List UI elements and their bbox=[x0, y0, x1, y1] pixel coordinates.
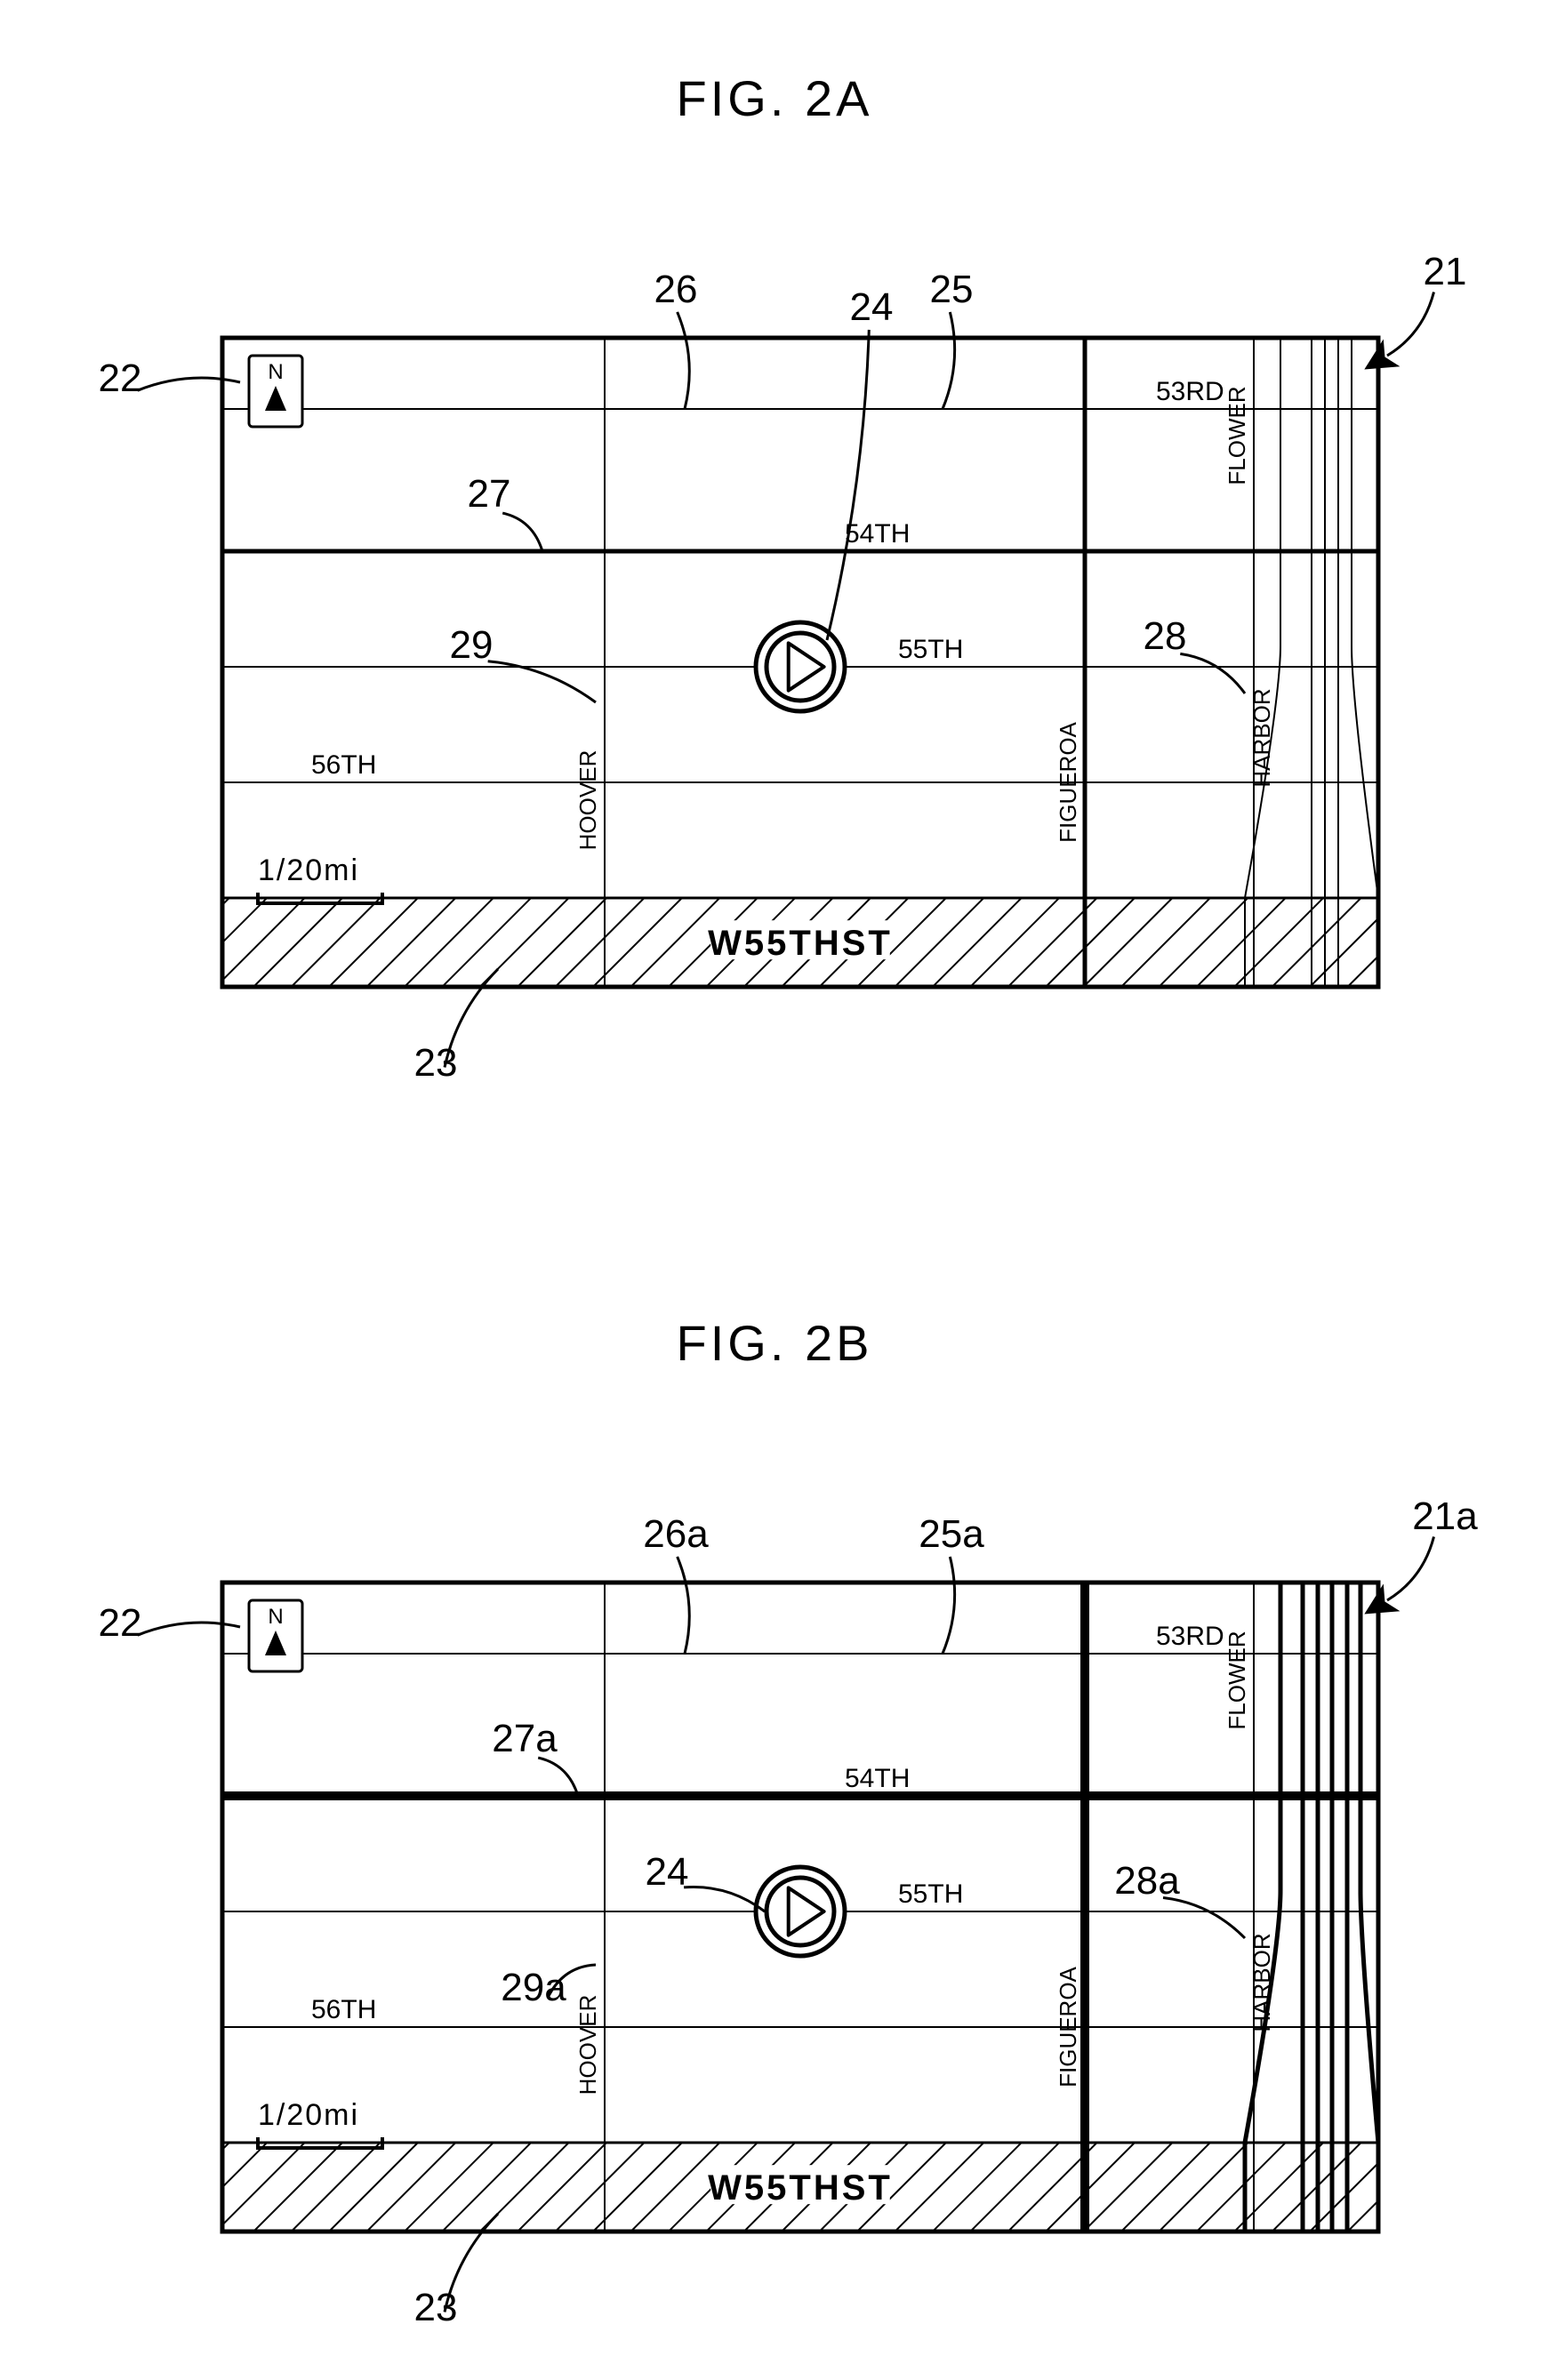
callout-number: 27 bbox=[468, 472, 511, 516]
callout-leader bbox=[1180, 653, 1245, 693]
street-label: HOOVER bbox=[574, 750, 601, 851]
current-street-label: W55THST bbox=[708, 2168, 893, 2208]
callout-number: 21a bbox=[1412, 1495, 1478, 1538]
street-label: FIGUEROA bbox=[1055, 1966, 1081, 2087]
callout-leader bbox=[827, 330, 869, 640]
vehicle-marker bbox=[756, 622, 845, 711]
compass-letter: N bbox=[268, 1605, 283, 1629]
callout-number: 24 bbox=[646, 1850, 689, 1894]
compass-letter: N bbox=[268, 360, 283, 384]
street-label: 53RD bbox=[1156, 1622, 1224, 1651]
callout-leader bbox=[1387, 1537, 1434, 1600]
callout-leader bbox=[138, 1623, 240, 1635]
street-label: 56TH bbox=[311, 750, 376, 780]
callout-number: 21 bbox=[1424, 250, 1467, 293]
callout-number: 22 bbox=[99, 357, 142, 400]
street-label: 54TH bbox=[845, 1764, 910, 1793]
street-label: 56TH bbox=[311, 1995, 376, 2024]
street-label: HARBOR bbox=[1248, 688, 1275, 787]
callout-leader bbox=[138, 378, 240, 390]
callout-number: 29 bbox=[450, 623, 494, 667]
vehicle-marker bbox=[756, 1867, 845, 1956]
callout-number: 22 bbox=[99, 1601, 142, 1645]
street-label: 55TH bbox=[898, 1879, 963, 1909]
callout-number: 29a bbox=[501, 1966, 566, 2009]
callout-number: 24 bbox=[850, 285, 894, 329]
street-label: 55TH bbox=[898, 635, 963, 664]
street-label: FLOWER bbox=[1224, 386, 1250, 485]
callout-leader bbox=[538, 1758, 578, 1796]
street-label: FIGUEROA bbox=[1055, 721, 1081, 842]
callout-leader bbox=[678, 1557, 690, 1654]
street-label: 54TH bbox=[845, 519, 910, 549]
street-label: HARBOR bbox=[1248, 1933, 1275, 2031]
callout-number: 25a bbox=[919, 1512, 984, 1556]
callout-number: 26 bbox=[654, 268, 698, 311]
figure-title: FIG. 2A bbox=[677, 70, 873, 126]
street-label: FLOWER bbox=[1224, 1631, 1250, 1729]
callout-number: 27a bbox=[492, 1717, 558, 1760]
callout-leader bbox=[678, 312, 690, 409]
figure-canvas: FIG. 2A 53RD 54TH 55TH 56TH HOOVER FIGUEROA FLO… bbox=[0, 0, 1549, 2380]
street-label: 53RD bbox=[1156, 377, 1224, 406]
callout-leader bbox=[1163, 1898, 1245, 1938]
callout-leader bbox=[1387, 292, 1434, 356]
figure-title: FIG. 2B bbox=[677, 1315, 873, 1371]
callout-leader bbox=[502, 513, 542, 551]
scale-label: 1/20mi bbox=[258, 2098, 359, 2132]
compass-icon: N bbox=[249, 1600, 302, 1671]
callout-number: 28 bbox=[1144, 614, 1187, 658]
scale-label: 1/20mi bbox=[258, 853, 359, 887]
current-street-label: W55THST bbox=[708, 924, 893, 963]
street-label: HOOVER bbox=[574, 1995, 601, 2096]
callout-leader bbox=[943, 1557, 955, 1654]
callout-leader bbox=[684, 1887, 765, 1911]
callout-number: 25 bbox=[930, 268, 974, 311]
map-panel: 53RD 54TH 55TH 56TH HOOVER FIGUEROA FLOWER HARB… bbox=[222, 338, 1378, 987]
compass-icon: N bbox=[249, 356, 302, 427]
callout-leader bbox=[943, 312, 955, 409]
map-panel: 53RD 54TH 55TH 56TH HOOVER FIGUEROA FLOWER HARB… bbox=[222, 1583, 1378, 2232]
callout-number: 28a bbox=[1114, 1859, 1180, 1903]
callout-number: 26a bbox=[643, 1512, 709, 1556]
